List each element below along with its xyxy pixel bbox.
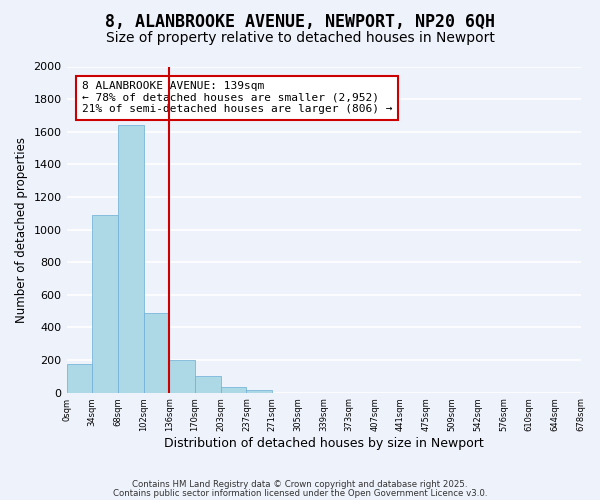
Text: 8 ALANBROOKE AVENUE: 139sqm
← 78% of detached houses are smaller (2,952)
21% of : 8 ALANBROOKE AVENUE: 139sqm ← 78% of det… bbox=[82, 81, 392, 114]
X-axis label: Distribution of detached houses by size in Newport: Distribution of detached houses by size … bbox=[164, 437, 484, 450]
Text: 8, ALANBROOKE AVENUE, NEWPORT, NP20 6QH: 8, ALANBROOKE AVENUE, NEWPORT, NP20 6QH bbox=[105, 12, 495, 30]
Bar bbox=[221, 387, 247, 392]
Text: Size of property relative to detached houses in Newport: Size of property relative to detached ho… bbox=[106, 31, 494, 45]
Bar bbox=[143, 312, 169, 392]
Bar bbox=[247, 390, 272, 392]
Text: Contains HM Land Registry data © Crown copyright and database right 2025.: Contains HM Land Registry data © Crown c… bbox=[132, 480, 468, 489]
Bar bbox=[118, 125, 143, 392]
Text: Contains public sector information licensed under the Open Government Licence v3: Contains public sector information licen… bbox=[113, 488, 487, 498]
Bar bbox=[169, 360, 195, 392]
Y-axis label: Number of detached properties: Number of detached properties bbox=[15, 136, 28, 322]
Bar bbox=[67, 364, 92, 392]
Bar bbox=[195, 376, 221, 392]
Bar bbox=[92, 215, 118, 392]
